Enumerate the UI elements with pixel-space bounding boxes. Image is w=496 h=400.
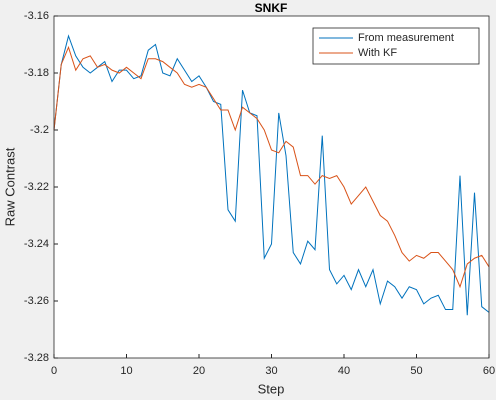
- y-tick-label: -3.22: [24, 181, 49, 193]
- x-tick-label: 40: [338, 365, 350, 377]
- series-line: [53, 34, 490, 316]
- x-axis-label: Step: [258, 381, 285, 396]
- y-tick-label: -3.18: [24, 67, 49, 79]
- y-tick-label: -3.26: [24, 295, 49, 307]
- y-tick-label: -3.28: [24, 352, 49, 364]
- axes-box: [53, 15, 490, 359]
- x-tick-label: 60: [483, 365, 495, 377]
- y-tick-label: -3.16: [24, 10, 49, 22]
- x-tick-label: 20: [193, 365, 205, 377]
- legend-label: From measurement: [358, 32, 454, 44]
- plot-area: [54, 16, 489, 358]
- x-tick-label: 30: [265, 365, 277, 377]
- y-axis-label: Raw Contrast: [2, 147, 17, 226]
- y-tick-label: -3.2: [30, 124, 49, 136]
- x-tick-label: 50: [410, 365, 422, 377]
- x-tick-label: 0: [51, 365, 57, 377]
- legend-box: [312, 27, 480, 65]
- x-tick-label: 10: [120, 365, 132, 377]
- legend-label: With KF: [358, 47, 397, 59]
- series-line: [53, 45, 490, 289]
- y-tick-label: -3.24: [24, 238, 49, 250]
- chart-title: SNKF: [255, 1, 288, 15]
